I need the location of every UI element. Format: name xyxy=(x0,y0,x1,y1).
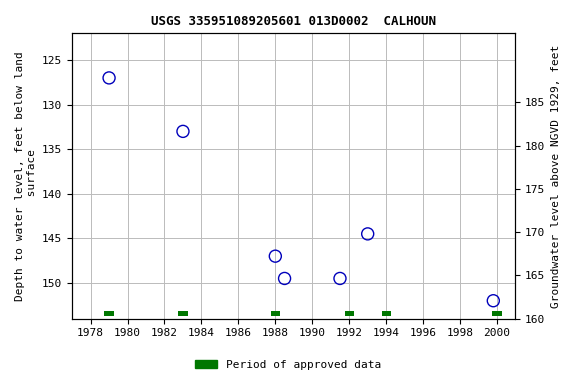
Bar xyxy=(179,311,188,316)
Bar xyxy=(381,311,391,316)
Y-axis label: Groundwater level above NGVD 1929, feet: Groundwater level above NGVD 1929, feet xyxy=(551,44,561,308)
Y-axis label: Depth to water level, feet below land
 surface: Depth to water level, feet below land su… xyxy=(15,51,37,301)
Point xyxy=(335,275,344,281)
Bar xyxy=(104,311,113,316)
Point xyxy=(179,128,188,134)
Bar xyxy=(271,311,280,316)
Title: USGS 335951089205601 013D0002  CALHOUN: USGS 335951089205601 013D0002 CALHOUN xyxy=(151,15,436,28)
Point xyxy=(280,275,289,281)
Bar xyxy=(492,311,502,316)
Bar xyxy=(344,311,354,316)
Point xyxy=(104,75,113,81)
Point xyxy=(271,253,280,259)
Point xyxy=(363,231,372,237)
Point xyxy=(488,298,498,304)
Legend: Period of approved data: Period of approved data xyxy=(191,356,385,375)
